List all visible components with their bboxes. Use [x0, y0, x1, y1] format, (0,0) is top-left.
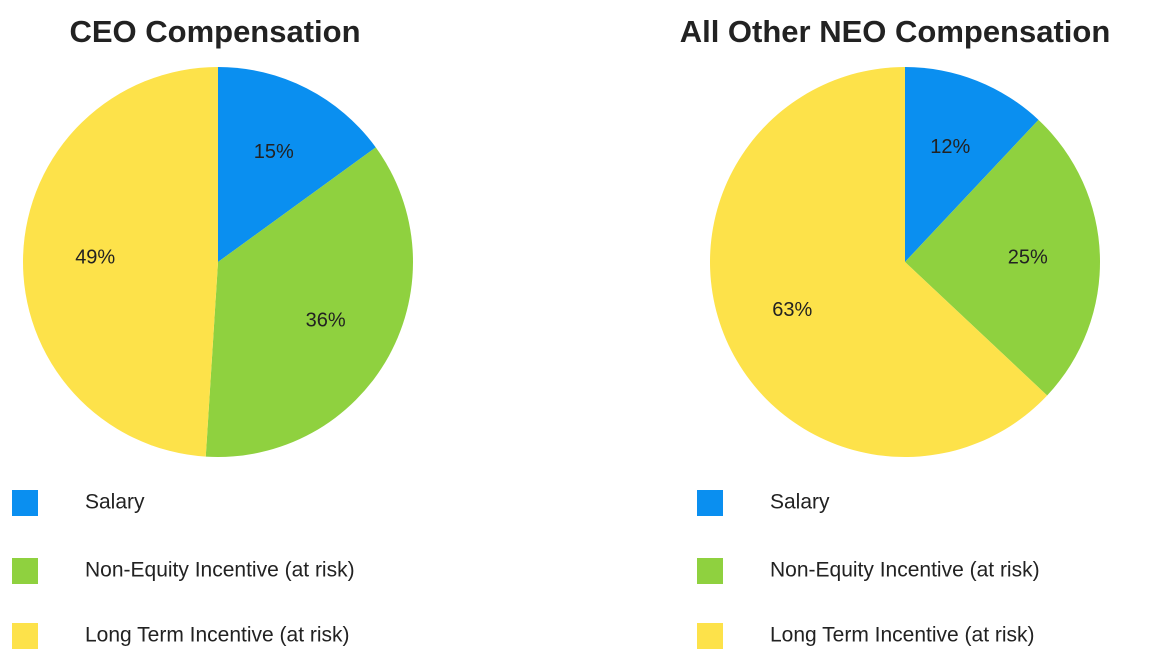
data-label: 15% — [254, 141, 294, 163]
legend-label: Non-Equity Incentive (at risk) — [85, 559, 355, 582]
data-label: 12% — [930, 136, 970, 158]
legend-label: Salary — [770, 491, 830, 514]
chart-title: CEO Compensation — [69, 14, 360, 49]
pie-slice — [710, 67, 1048, 457]
pie-slice — [905, 67, 1039, 262]
legend-label: Long Term Incentive (at risk) — [85, 624, 350, 647]
legend-swatch — [12, 490, 38, 516]
legend-swatch — [12, 558, 38, 584]
pie-slice — [218, 67, 376, 262]
pie-slice — [23, 67, 218, 457]
data-label: 25% — [1008, 246, 1048, 268]
legend-swatch — [12, 623, 38, 649]
data-label: 36% — [306, 309, 346, 331]
pie-slice — [205, 147, 413, 457]
legend-swatch — [697, 558, 723, 584]
legend-swatch — [697, 623, 723, 649]
pie-slice — [905, 119, 1100, 396]
chart-title: All Other NEO Compensation — [680, 14, 1111, 49]
data-label: 63% — [772, 299, 812, 321]
legend-label: Long Term Incentive (at risk) — [770, 624, 1035, 647]
legend-swatch — [697, 490, 723, 516]
data-label: 49% — [75, 246, 115, 268]
legend-label: Salary — [85, 491, 145, 514]
legend-label: Non-Equity Incentive (at risk) — [770, 559, 1040, 582]
